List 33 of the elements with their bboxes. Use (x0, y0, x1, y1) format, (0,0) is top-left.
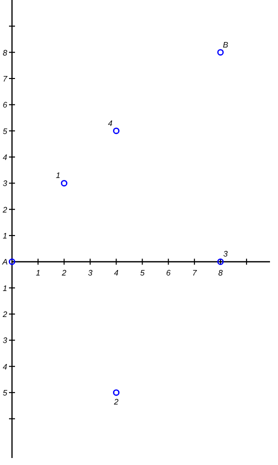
y-tick-label: 5 (2, 388, 8, 398)
x-tick-label: 2 (60, 268, 67, 278)
point (60, 180, 68, 186)
point (112, 389, 120, 396)
y-tick-label: 1 (2, 232, 8, 241)
x-tick-label: 6 (166, 268, 172, 278)
annotation: B (222, 40, 229, 50)
x-tick-label: 8 (218, 268, 224, 278)
point (217, 49, 224, 56)
x-tick-label: 3 (88, 268, 93, 278)
y-tick-label: 3 (2, 336, 8, 346)
annotation: 3 (223, 250, 228, 259)
y-tick-label: 7 (2, 74, 8, 84)
y-tick-label: 4 (2, 153, 8, 162)
y-tick-label: 5 (2, 126, 8, 136)
y-tick-label: 4 (2, 362, 8, 372)
annotation: 4 (108, 118, 114, 128)
y-tick-label: 1 (2, 284, 8, 293)
y-tick-label: 8 (2, 48, 8, 58)
y-tick-label: 2 (2, 205, 8, 214)
annotation: 1 (56, 171, 60, 180)
annotation: A (1, 258, 8, 267)
x-tick-label: 1 (36, 268, 40, 278)
y-tick-label: 2 (2, 310, 8, 320)
y-tick-label: 6 (2, 100, 8, 110)
x-tick-label: 5 (140, 268, 146, 278)
x-tick-label: 7 (192, 268, 198, 278)
x-tick-label: 4 (114, 268, 120, 278)
point (112, 128, 120, 134)
annotation: 2 (113, 398, 120, 407)
y-tick-label: 3 (2, 179, 8, 188)
point (217, 258, 224, 265)
point (8, 258, 16, 265)
